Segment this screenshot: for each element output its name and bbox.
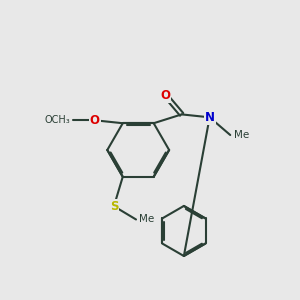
Text: N: N bbox=[205, 111, 214, 124]
Text: S: S bbox=[110, 200, 118, 213]
Text: O: O bbox=[160, 89, 170, 102]
Text: Me: Me bbox=[139, 214, 154, 224]
Text: Me: Me bbox=[234, 130, 249, 140]
Text: OCH₃: OCH₃ bbox=[44, 115, 70, 125]
Text: O: O bbox=[90, 114, 100, 127]
